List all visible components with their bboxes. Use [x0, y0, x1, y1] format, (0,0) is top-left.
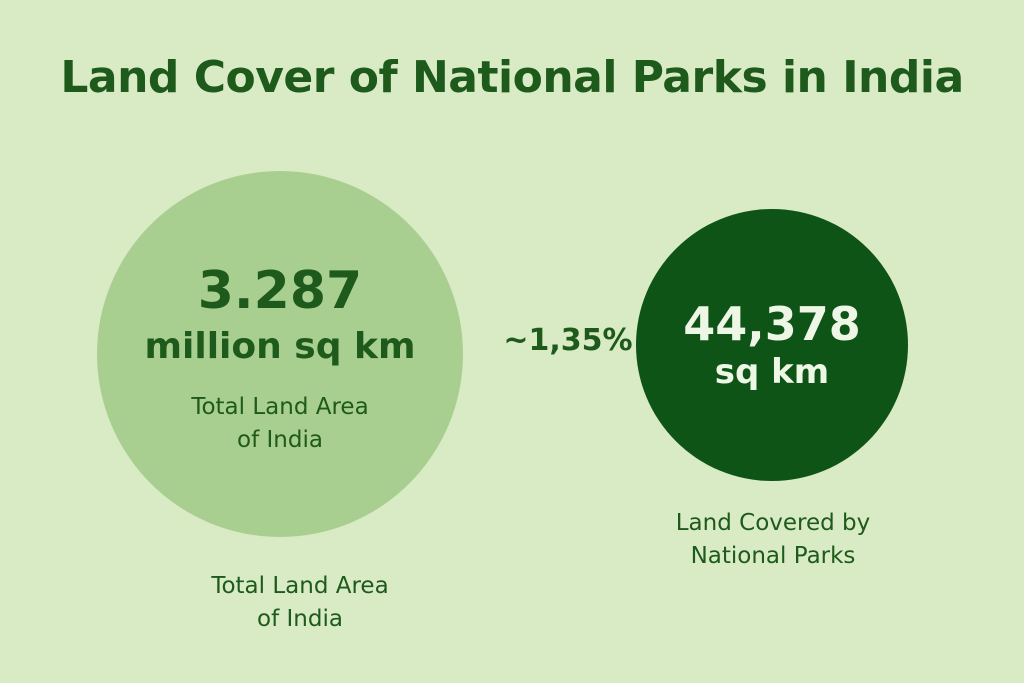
- national-parks-caption: Land Covered by National Parks: [618, 507, 928, 573]
- india-total-area-caption-line1: Total Land Area: [211, 573, 389, 599]
- india-total-area-value: 3.287: [197, 261, 363, 321]
- national-parks-caption-line1: Land Covered by: [675, 510, 871, 536]
- india-total-area-unit: million sq km: [144, 326, 416, 367]
- india-total-area-label-line1: Total Land Area: [191, 394, 369, 420]
- national-parks-area-unit: sq km: [714, 352, 830, 392]
- national-parks-caption-line2: National Parks: [690, 543, 856, 569]
- coverage-percentage: ~1,35%: [503, 323, 633, 358]
- national-parks-area-circle: 44,378 sq km: [636, 209, 908, 481]
- india-total-area-label-line2: of India: [237, 427, 323, 453]
- india-total-area-label: Total Land Area of India: [97, 391, 463, 457]
- india-total-area-caption: Total Land Area of India: [150, 570, 450, 636]
- page-title: Land Cover of National Parks in India: [60, 52, 964, 103]
- india-total-area-circle: 3.287 million sq km Total Land Area of I…: [97, 171, 463, 537]
- national-parks-area-value: 44,378: [683, 297, 861, 351]
- india-total-area-caption-line2: of India: [257, 606, 343, 632]
